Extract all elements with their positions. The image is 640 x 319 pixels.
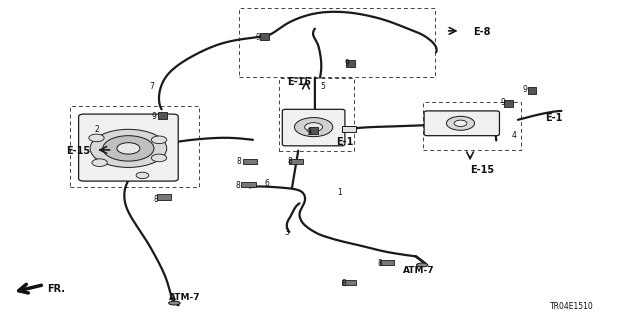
Text: E-8: E-8 — [473, 27, 491, 37]
Bar — [527, 87, 536, 94]
Circle shape — [447, 116, 474, 130]
Text: 9: 9 — [256, 33, 260, 42]
Circle shape — [92, 159, 108, 167]
Ellipse shape — [417, 263, 428, 267]
Text: 9: 9 — [307, 128, 312, 137]
Text: 8: 8 — [378, 259, 383, 268]
Ellipse shape — [169, 301, 180, 305]
Bar — [346, 60, 355, 67]
Bar — [424, 102, 521, 150]
Circle shape — [89, 134, 104, 142]
Text: 1: 1 — [338, 188, 342, 197]
Circle shape — [117, 143, 140, 154]
Text: E-1: E-1 — [545, 113, 562, 123]
Text: 8: 8 — [236, 181, 240, 190]
Circle shape — [90, 129, 167, 167]
FancyBboxPatch shape — [243, 159, 257, 164]
Circle shape — [305, 123, 323, 131]
Text: ATM-7: ATM-7 — [403, 266, 435, 275]
Bar — [279, 78, 355, 151]
Text: FR.: FR. — [47, 284, 65, 294]
Circle shape — [294, 118, 333, 137]
FancyBboxPatch shape — [282, 109, 345, 146]
Bar — [260, 33, 269, 40]
Text: E-15: E-15 — [66, 145, 90, 156]
Text: 9: 9 — [522, 85, 527, 94]
FancyBboxPatch shape — [342, 126, 356, 131]
Text: 9: 9 — [344, 59, 349, 68]
Bar — [309, 127, 318, 134]
Bar — [504, 100, 513, 108]
FancyBboxPatch shape — [342, 280, 356, 285]
Text: 4: 4 — [512, 131, 516, 140]
FancyBboxPatch shape — [79, 114, 178, 181]
FancyBboxPatch shape — [424, 111, 499, 136]
Text: ATM-7: ATM-7 — [169, 293, 200, 302]
FancyBboxPatch shape — [157, 195, 172, 199]
Circle shape — [103, 136, 154, 161]
Text: 8: 8 — [341, 279, 346, 288]
FancyBboxPatch shape — [289, 159, 303, 164]
Text: 3: 3 — [284, 228, 289, 237]
Text: 7: 7 — [149, 82, 154, 91]
Text: TR04E1510: TR04E1510 — [550, 302, 593, 311]
Circle shape — [454, 120, 467, 126]
Text: 9: 9 — [500, 99, 505, 108]
Text: 5: 5 — [320, 82, 325, 91]
Text: 2: 2 — [95, 125, 100, 134]
FancyBboxPatch shape — [241, 182, 255, 188]
Text: 8: 8 — [236, 157, 241, 166]
Text: 8: 8 — [287, 157, 292, 166]
Circle shape — [136, 172, 149, 179]
Text: 9: 9 — [152, 112, 157, 121]
Text: 8: 8 — [154, 195, 159, 204]
Text: 6: 6 — [265, 180, 269, 189]
Text: E-15: E-15 — [287, 77, 312, 87]
FancyBboxPatch shape — [380, 260, 394, 265]
Bar — [70, 106, 198, 188]
Bar — [158, 112, 167, 119]
Bar — [239, 8, 435, 77]
Circle shape — [152, 154, 167, 162]
Text: E-1: E-1 — [336, 137, 353, 147]
Circle shape — [152, 136, 167, 144]
Text: E-15: E-15 — [470, 165, 494, 175]
